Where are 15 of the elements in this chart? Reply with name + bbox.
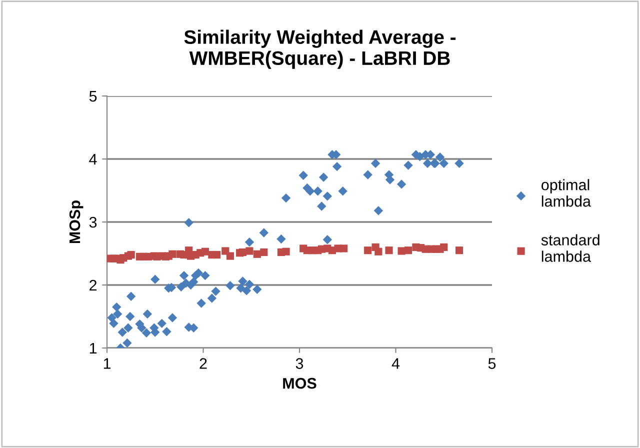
x-tick-label: 2 bbox=[200, 358, 207, 369]
y-tick-label: 3 bbox=[89, 216, 97, 228]
x-tick-label: 5 bbox=[488, 358, 496, 369]
legend-label: optimal lambda bbox=[542, 179, 591, 207]
x-axis-title: MOS bbox=[283, 378, 316, 389]
y-axis-title: MOSp bbox=[69, 200, 84, 244]
x-tick-label: 1 bbox=[104, 358, 111, 369]
chart-title: Similarity Weighted Average - WMBER(Square) - LaBRI DB bbox=[184, 30, 456, 69]
y-tick-label: 5 bbox=[89, 91, 97, 102]
y-tick-label: 1 bbox=[90, 343, 97, 354]
y-tick-label: 4 bbox=[89, 154, 97, 165]
legend-label: standard lambda bbox=[541, 234, 600, 262]
x-tick-label: 4 bbox=[392, 358, 400, 369]
x-tick-label: 3 bbox=[296, 358, 304, 369]
y-tick-label: 2 bbox=[90, 280, 97, 291]
